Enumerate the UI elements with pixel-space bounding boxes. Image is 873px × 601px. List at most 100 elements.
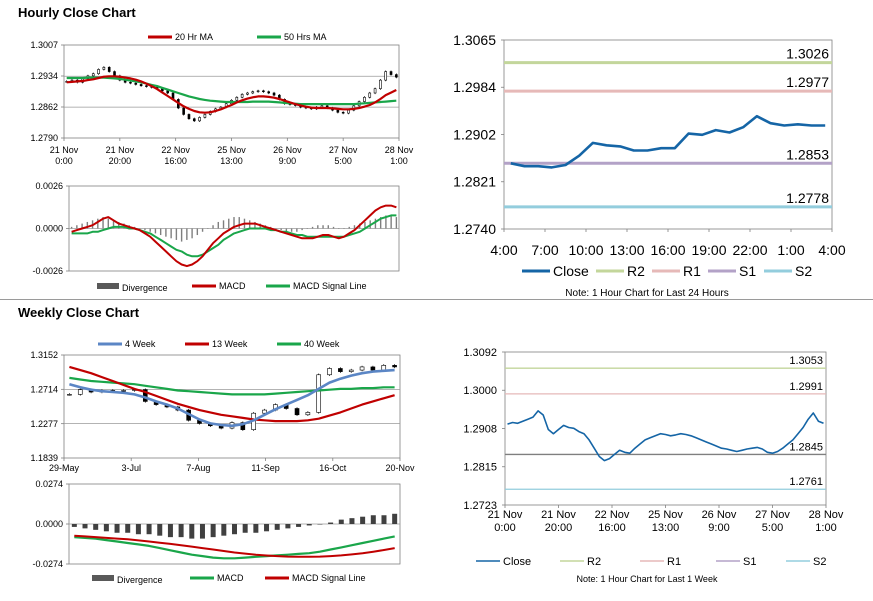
x-tick-label: 16:00 (650, 242, 685, 258)
x-tick-label: 13:00 (220, 156, 243, 166)
legend-close-label: Close (553, 263, 589, 279)
hourly-divergence-bar (353, 225, 356, 229)
hourly-divergence-bar (280, 228, 282, 231)
hourly-candle-body (187, 114, 191, 120)
y-tick-label: 0.0026 (35, 181, 63, 191)
hourly-divergence-bar (139, 228, 141, 229)
hourly-divergence-bar (201, 228, 204, 232)
x-tick-label: 22 Nov (161, 145, 190, 155)
legend-macd-label: MACD (217, 573, 244, 583)
weekly-divergence-bar (296, 524, 302, 527)
weekly-divergence-bar (349, 518, 355, 524)
x-tick-label: 22 Nov (595, 509, 630, 521)
x-tick-label: 1:00 (815, 522, 836, 534)
x-tick-label: 16-Oct (319, 463, 347, 473)
hourly-candle-body (139, 84, 143, 87)
y-tick-label: 1.3065 (453, 32, 496, 48)
hourly-candle-body (272, 92, 276, 96)
x-tick-label: 7:00 (531, 242, 558, 258)
x-tick-label: 9:00 (708, 522, 729, 534)
hourly-divergence-bar (191, 228, 193, 239)
y-tick-label: 1.2740 (453, 221, 496, 237)
x-tick-label: 0:00 (55, 156, 73, 166)
legend-r2-label: R2 (587, 556, 601, 568)
hourly-candle-body (192, 118, 196, 122)
x-tick-label: 25 Nov (217, 145, 246, 155)
x-tick-label: 11-Sep (251, 463, 279, 473)
weekly-divergence-bar (317, 524, 323, 525)
weekly-divergence-bar (178, 524, 184, 538)
x-tick-label: 0:00 (494, 522, 515, 534)
hourly-candle-body (107, 66, 111, 72)
weekly-candle-body (240, 422, 246, 430)
y-tick-label: 1.2723 (463, 500, 497, 512)
weekly-divergence-bar (71, 524, 77, 527)
hourly-divergence-bar (118, 221, 120, 229)
hourly-candle-body (363, 96, 366, 102)
x-tick-label: 13:00 (652, 522, 680, 534)
legend-close-label: Close (503, 556, 531, 568)
hourly-divergence-bar (86, 221, 89, 229)
x-tick-label: 3-Jul (121, 463, 141, 473)
weekly-candle-body (370, 366, 376, 371)
hourly-candle-body (145, 85, 148, 87)
weekly-candle-body (392, 365, 397, 368)
weekly-divergence-bar (199, 524, 205, 539)
legend-macd-label: MACD (219, 281, 246, 291)
hourly-candle-body (134, 82, 138, 85)
hourly-divergence-bar (327, 225, 329, 229)
section-divider (0, 299, 873, 300)
hourly-divergence-bar (338, 228, 340, 229)
y-tick-label: 1.2984 (453, 79, 496, 95)
hourly-divergence-bar (322, 225, 324, 229)
x-tick-label: 28 Nov (809, 509, 844, 521)
x-tick-label: 1:00 (777, 242, 804, 258)
ma-4week-line (69, 368, 395, 428)
weekly-candle-body (142, 389, 148, 402)
hourly-candle-body (262, 90, 265, 93)
hourly-divergence-bar (254, 221, 256, 229)
hourly-candle-body (384, 71, 388, 81)
level-r2-label: 1.3026 (786, 46, 829, 62)
hourly-candle-body (251, 91, 255, 94)
hourly-candle-body (267, 91, 271, 94)
x-tick-label: 16:00 (598, 522, 626, 534)
weekly-divergence-bar (232, 524, 237, 535)
hourly-divergence-bar (217, 221, 219, 229)
x-tick-label: 5:00 (762, 522, 783, 534)
hourly-divergence-bar (222, 220, 225, 229)
weekly-section-title: Weekly Close Chart (18, 305, 140, 320)
x-tick-label: 4:00 (818, 242, 845, 258)
weekly-divergence-bar (157, 524, 163, 536)
y-tick-label: 1.3152 (30, 350, 58, 360)
hourly-macd-line (71, 204, 397, 268)
ma-40week-line (69, 376, 395, 396)
hourly-candle-body (368, 92, 372, 98)
weekly-candle-body (305, 412, 311, 416)
hourly-divergence-bar (379, 217, 382, 229)
hourly-divergence-bar (233, 217, 235, 229)
hourly-candle-body (336, 109, 340, 113)
hourly-candle-body (373, 88, 377, 94)
weekly-divergence-bar (103, 524, 109, 532)
y-tick-label: 1.2815 (463, 462, 497, 474)
x-tick-label: 1:00 (390, 156, 408, 166)
ma-13week-line (69, 365, 395, 423)
legend-s2-label: S2 (795, 263, 812, 279)
hourly-divergence-bar (364, 221, 366, 229)
level-r2-label: 1.3053 (789, 355, 823, 367)
weekly-macd-signal-line (74, 534, 395, 558)
level-s1-label: 1.2845 (789, 441, 823, 453)
x-tick-label: 16:00 (164, 156, 187, 166)
hourly-divergence-bar (102, 217, 104, 229)
hourly-divergence-bar (154, 228, 157, 234)
ma-50hrs-line (66, 76, 397, 106)
x-tick-label: 19:00 (691, 242, 726, 258)
weekly-divergence-bar (146, 524, 152, 535)
x-tick-label: 27 Nov (329, 145, 358, 155)
y-tick-label: 0.0000 (35, 224, 63, 234)
hourly-divergence-bar (186, 228, 188, 240)
